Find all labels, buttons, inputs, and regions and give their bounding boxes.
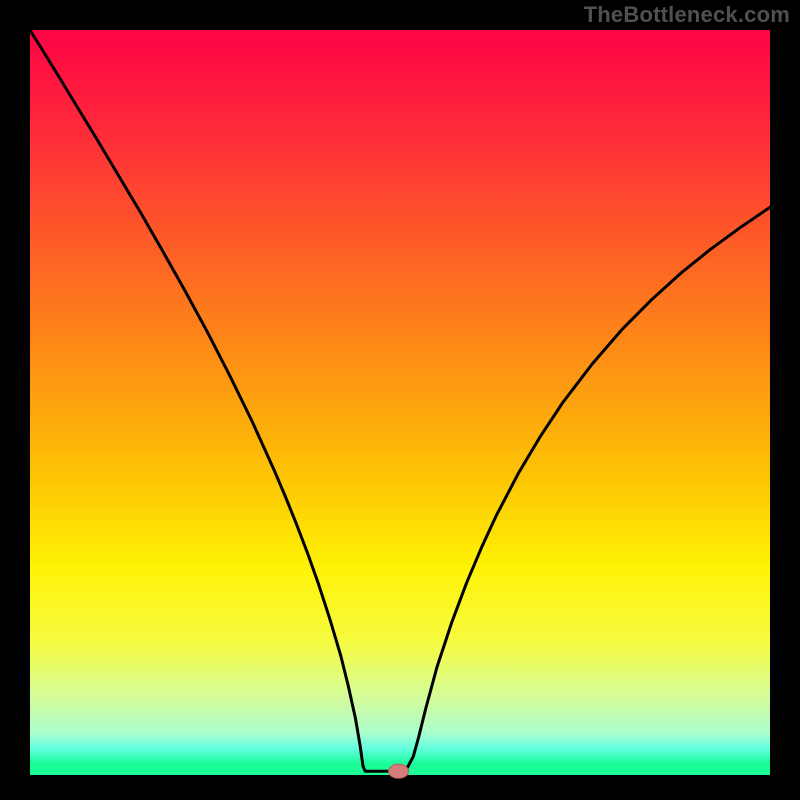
minimum-marker xyxy=(389,764,409,778)
plot-background xyxy=(30,30,770,775)
watermark-text: TheBottleneck.com xyxy=(584,2,790,28)
bottleneck-chart xyxy=(0,0,800,800)
chart-container: { "watermark": { "text": "TheBottleneck.… xyxy=(0,0,800,800)
